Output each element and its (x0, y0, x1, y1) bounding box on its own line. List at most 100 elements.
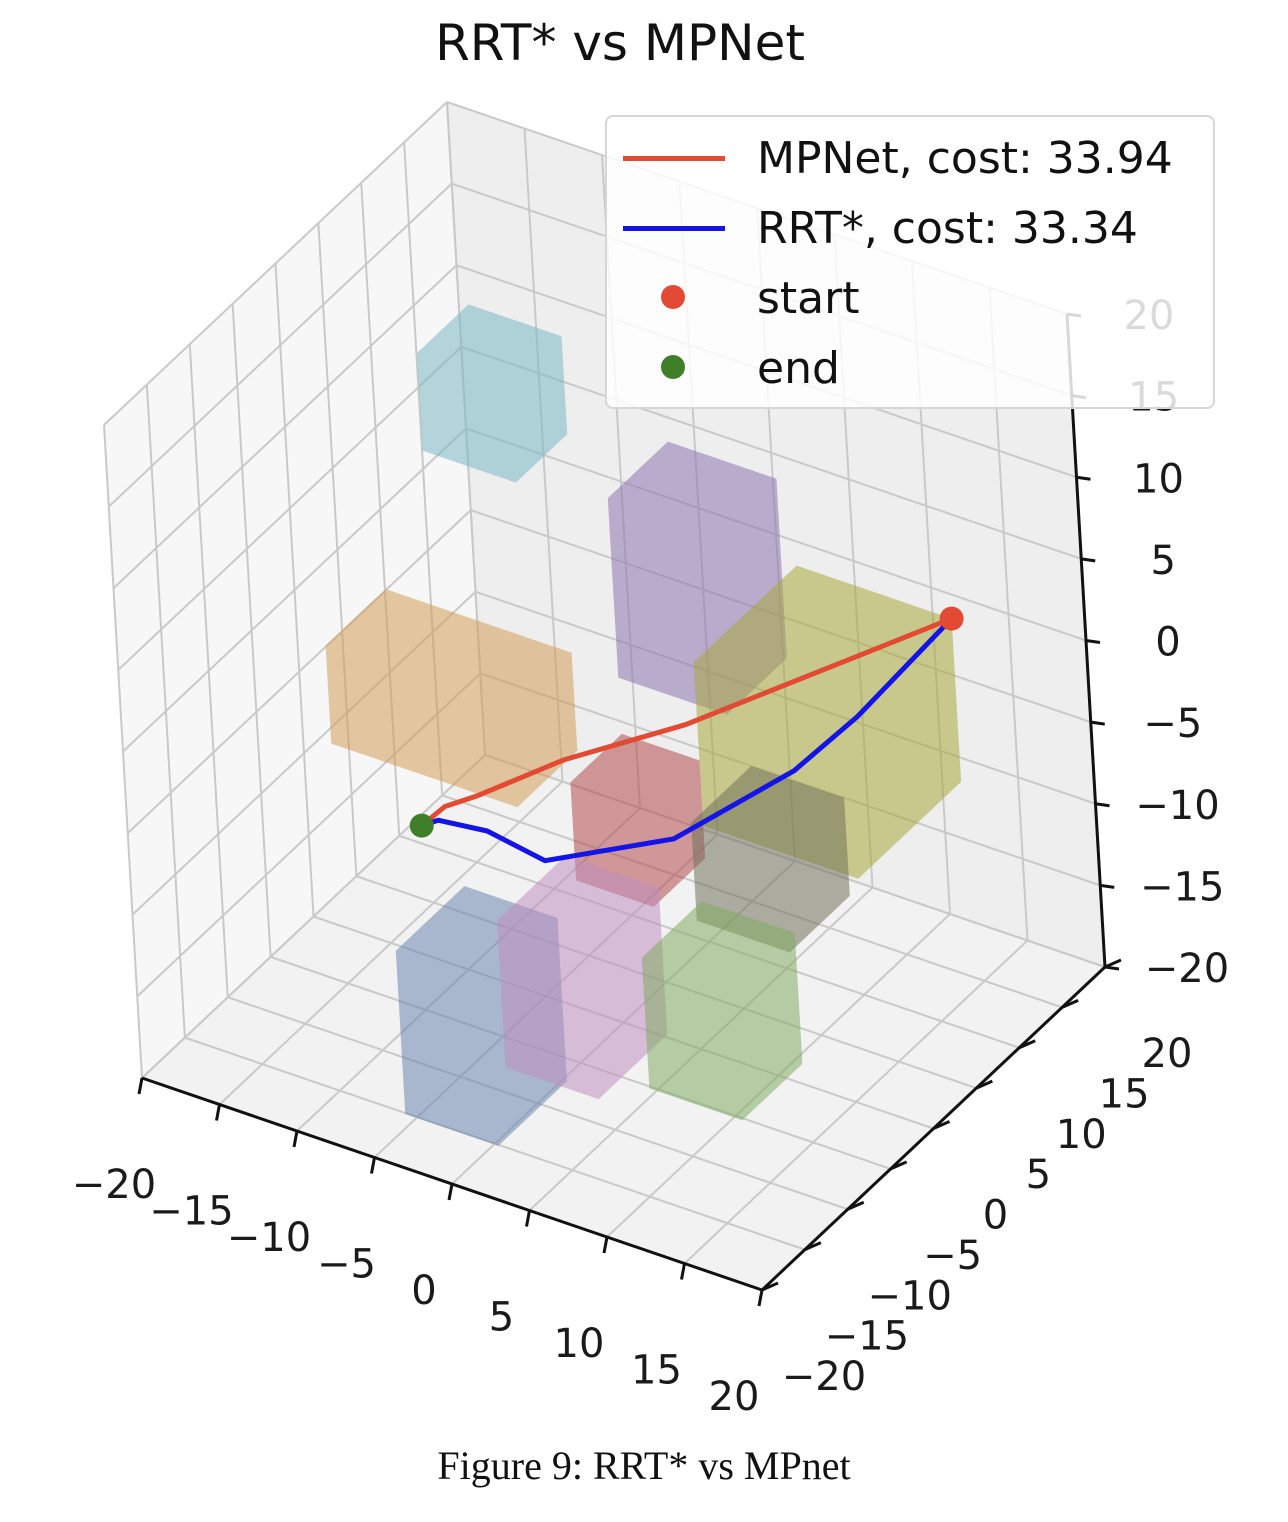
x-tick-label: 5 (489, 1295, 514, 1341)
y-tick (804, 1241, 822, 1251)
legend-swatch-rrt (623, 226, 725, 231)
legend-label-end: end (757, 343, 840, 394)
obstacle-face (784, 797, 850, 953)
z-tick-label: −10 (1135, 783, 1219, 829)
legend-item-start: start (607, 269, 1213, 329)
y-tick-label: −10 (868, 1273, 952, 1319)
z-tick-label: 5 (1151, 538, 1176, 584)
obstacle-face (691, 766, 845, 855)
grid-floor-y (356, 875, 977, 1090)
y-tick-label: 15 (1099, 1071, 1150, 1117)
obstacle-face (691, 822, 790, 953)
obstacle-face (395, 886, 474, 1114)
obstacle-face (468, 304, 568, 435)
z-tick (1081, 557, 1096, 563)
obstacle-cyan-box (417, 304, 568, 483)
z-tick (1076, 475, 1091, 481)
y-tick (975, 1079, 993, 1090)
obstacle-face (325, 645, 518, 808)
x-tick-label: −5 (317, 1242, 376, 1288)
y-tick (1104, 958, 1122, 969)
obstacle-purple-box (607, 441, 787, 715)
obstacle-face (734, 933, 803, 1121)
grid-floor-x (528, 886, 874, 1212)
grid-floor-y (398, 834, 1020, 1049)
x-tick-label: −20 (72, 1162, 156, 1208)
z-tick (1104, 965, 1120, 971)
obstacle-face (511, 652, 578, 808)
obstacle-face (641, 957, 743, 1121)
y-tick (932, 1120, 951, 1130)
grid-back-z (460, 345, 1082, 560)
grid-floor-x (683, 939, 1029, 1265)
grid-left-z (103, 101, 448, 426)
y-tick-label: −20 (782, 1354, 866, 1400)
series-line-mpnet (419, 616, 955, 829)
obstacle-face (565, 855, 668, 1035)
y-tick-label: 10 (1056, 1112, 1107, 1158)
obstacle-face (385, 589, 578, 751)
obstacle-face (417, 352, 516, 483)
legend-swatch-end (661, 355, 685, 379)
obstacle-face (693, 565, 952, 716)
obstacle-face (621, 733, 706, 859)
x-tick-label: 0 (411, 1268, 436, 1314)
grid-left-z (112, 264, 458, 589)
obstacle-face (701, 901, 803, 1064)
obstacle-face (607, 441, 777, 536)
obstacle-face (590, 887, 668, 1100)
z-tick-label: 0 (1155, 620, 1180, 666)
y-tick-label: 5 (1026, 1152, 1051, 1198)
obstacle-face (325, 589, 392, 744)
y-tick (1061, 999, 1079, 1009)
x-tick-label: 20 (709, 1374, 760, 1420)
x-tick-label: 10 (554, 1321, 605, 1367)
y-tick (761, 1281, 779, 1292)
obstacle-face (751, 766, 850, 896)
grid-left-y (403, 142, 444, 796)
x-tick-label: −10 (227, 1215, 311, 1261)
obstacle-olive-box (693, 565, 962, 879)
grid-left-y (317, 223, 358, 877)
obstacle-face (497, 920, 599, 1100)
obstacle-face (641, 901, 710, 1089)
grid-left-y (360, 182, 401, 836)
obstacle-face (325, 589, 572, 710)
x-tick (680, 1263, 686, 1280)
y-tick-label: 0 (983, 1193, 1008, 1239)
obstacle-face (848, 618, 962, 879)
z-tick (1085, 639, 1101, 644)
obstacle-face (570, 782, 654, 907)
grid-left-y (446, 101, 486, 756)
grid-left-z (117, 346, 462, 671)
obstacle-face (510, 336, 568, 483)
obstacle-face (607, 441, 679, 678)
obstacle-face (693, 565, 807, 826)
obstacle-face (696, 864, 850, 953)
y-tick-label: −5 (923, 1233, 982, 1279)
series-line-rrt (419, 616, 955, 864)
z-tick (1095, 802, 1110, 808)
y-tick-label: 20 (1142, 1031, 1193, 1077)
x-tick-label: −15 (149, 1189, 233, 1235)
legend-label-rrt: RRT*, cost: 33.34 (757, 203, 1138, 254)
obstacle-face (497, 855, 659, 953)
obstacle-face (488, 917, 567, 1146)
grid-left-z (108, 182, 453, 508)
obstacle-pink-box (497, 855, 668, 1100)
z-tick (1090, 720, 1105, 726)
obstacle-face (641, 901, 795, 990)
obstacle-face (405, 1049, 567, 1146)
obstacle-face (716, 478, 787, 715)
obstacle-face (703, 728, 962, 879)
x-tick (137, 1077, 144, 1095)
x-tick (525, 1210, 531, 1227)
y-tick (1018, 1039, 1036, 1050)
x-tick (370, 1157, 376, 1174)
obstacle-face (497, 855, 575, 1068)
obstacle-blue-box (395, 886, 567, 1146)
grid-floor-y (484, 754, 1106, 968)
obstacle-face (796, 565, 962, 782)
